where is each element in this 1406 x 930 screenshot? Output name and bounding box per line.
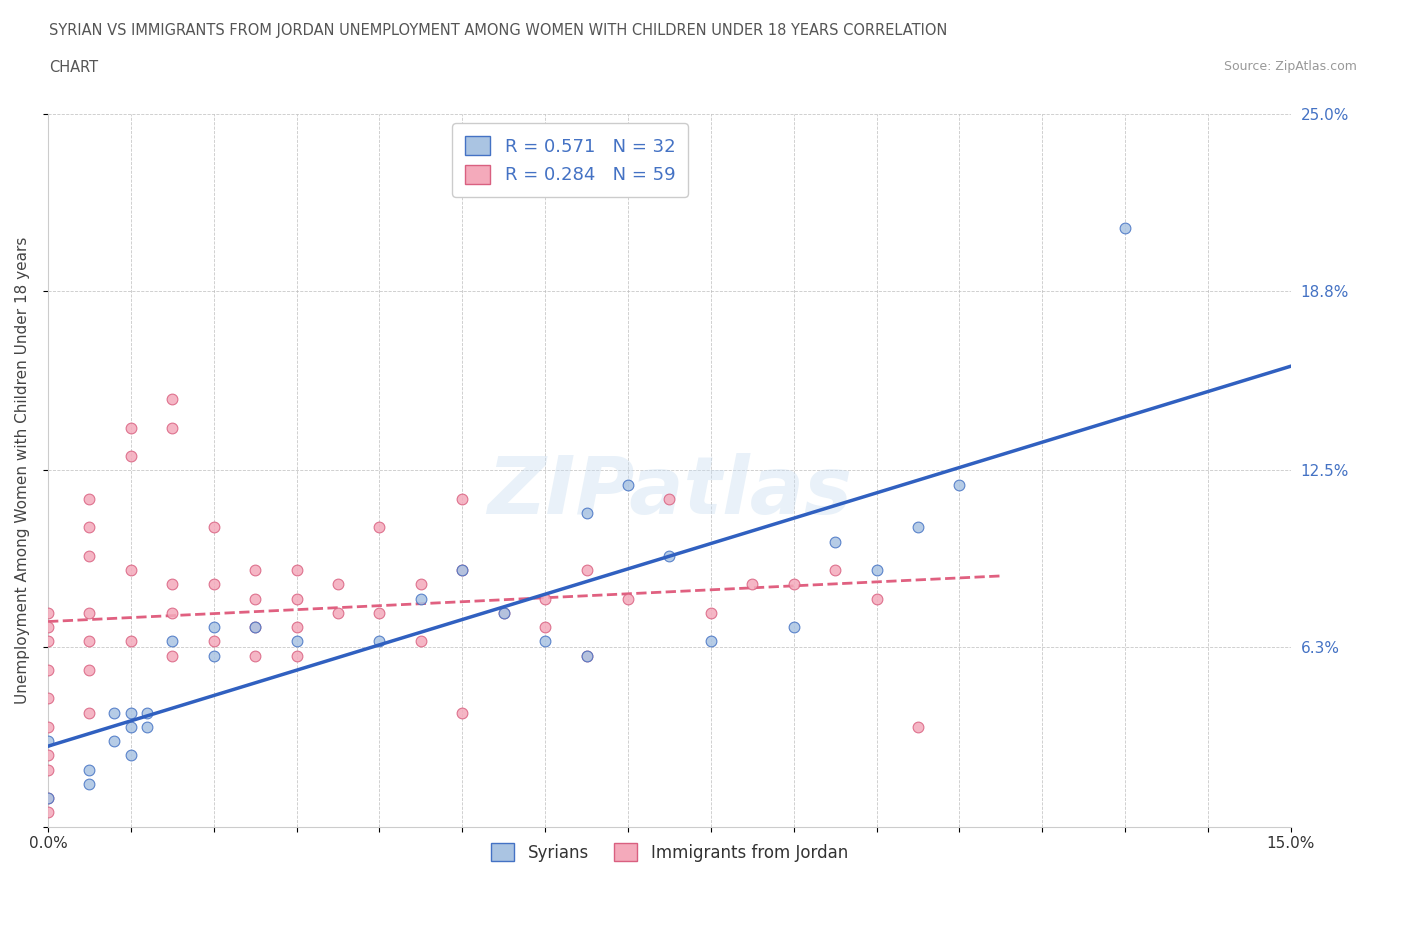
Point (162, 648, 184, 663)
Point (202, 634, 225, 649)
Point (202, 577, 225, 591)
Point (243, 619, 266, 634)
Text: SYRIAN VS IMMIGRANTS FROM JORDAN UNEMPLOYMENT AMONG WOMEN WITH CHILDREN UNDER 18: SYRIAN VS IMMIGRANTS FROM JORDAN UNEMPLO… (49, 23, 948, 38)
Point (865, 563, 887, 578)
Point (700, 634, 723, 649)
Point (37, 634, 59, 649)
Point (617, 477, 640, 492)
Point (492, 605, 515, 620)
Point (79, 662, 101, 677)
Point (136, 705, 159, 720)
Point (79, 634, 101, 649)
Point (202, 619, 225, 634)
Point (534, 634, 557, 649)
Point (534, 619, 557, 634)
Point (202, 648, 225, 663)
Point (534, 591, 557, 606)
Point (451, 563, 474, 578)
Point (120, 634, 142, 649)
Point (326, 577, 349, 591)
Point (409, 634, 432, 649)
Point (37, 763, 59, 777)
Point (451, 705, 474, 720)
Point (120, 720, 142, 735)
Point (492, 605, 515, 620)
Point (136, 720, 159, 735)
Point (948, 477, 970, 492)
Text: Source: ZipAtlas.com: Source: ZipAtlas.com (1223, 60, 1357, 73)
Text: CHART: CHART (49, 60, 98, 75)
Point (451, 491, 474, 506)
Point (120, 748, 142, 763)
Point (243, 591, 266, 606)
Point (575, 506, 598, 521)
Point (37, 605, 59, 620)
Point (202, 520, 225, 535)
Point (658, 549, 681, 564)
Point (243, 648, 266, 663)
Point (120, 420, 142, 435)
Legend: Syrians, Immigrants from Jordan: Syrians, Immigrants from Jordan (484, 837, 855, 869)
Text: ZIPatlas: ZIPatlas (486, 453, 852, 531)
Point (575, 563, 598, 578)
Point (79, 705, 101, 720)
Point (79, 763, 101, 777)
Point (162, 392, 184, 406)
Y-axis label: Unemployment Among Women with Children Under 18 years: Unemployment Among Women with Children U… (15, 236, 30, 704)
Point (162, 605, 184, 620)
Point (782, 577, 804, 591)
Point (285, 563, 308, 578)
Point (575, 648, 598, 663)
Point (79, 605, 101, 620)
Point (79, 520, 101, 535)
Point (103, 705, 125, 720)
Point (120, 705, 142, 720)
Point (409, 591, 432, 606)
Point (285, 634, 308, 649)
Point (120, 563, 142, 578)
Point (658, 491, 681, 506)
Point (285, 648, 308, 663)
Point (824, 534, 846, 549)
Point (824, 563, 846, 578)
Point (368, 520, 391, 535)
Point (79, 491, 101, 506)
Point (907, 720, 929, 735)
Point (700, 605, 723, 620)
Point (162, 420, 184, 435)
Point (907, 520, 929, 535)
Point (79, 549, 101, 564)
Point (575, 648, 598, 663)
Point (326, 605, 349, 620)
Point (37, 805, 59, 820)
Point (103, 734, 125, 749)
Point (162, 577, 184, 591)
Point (409, 577, 432, 591)
Point (37, 748, 59, 763)
Point (120, 448, 142, 463)
Point (37, 662, 59, 677)
Point (243, 619, 266, 634)
Point (617, 591, 640, 606)
Point (37, 790, 59, 805)
Point (37, 720, 59, 735)
Point (451, 563, 474, 578)
Point (79, 777, 101, 791)
Point (865, 591, 887, 606)
Point (368, 634, 391, 649)
Point (37, 619, 59, 634)
Point (285, 619, 308, 634)
Point (285, 591, 308, 606)
Point (162, 634, 184, 649)
Point (243, 563, 266, 578)
Point (1114, 220, 1136, 235)
Point (37, 691, 59, 706)
Point (37, 734, 59, 749)
Point (37, 790, 59, 805)
Point (368, 605, 391, 620)
Point (741, 577, 763, 591)
Point (782, 619, 804, 634)
